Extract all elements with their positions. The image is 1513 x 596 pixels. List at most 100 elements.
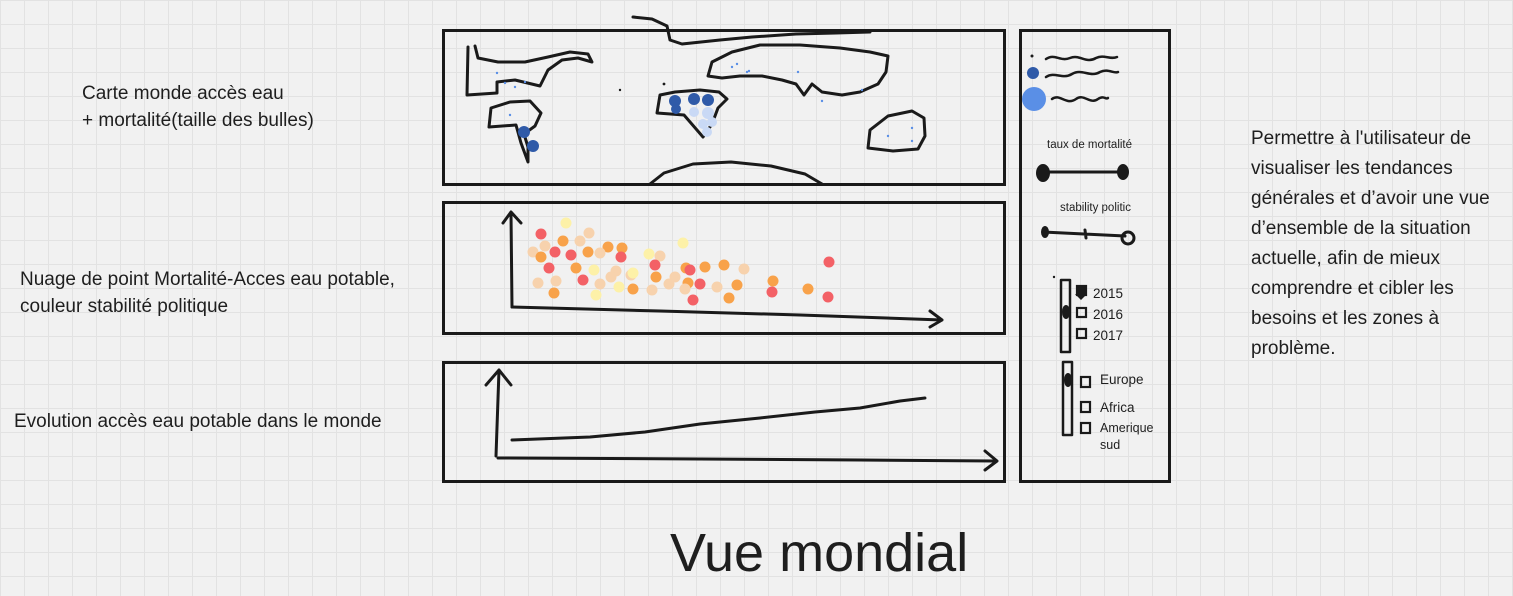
region-europe-label[interactable]: Europe xyxy=(1100,372,1144,387)
scatter-point xyxy=(560,217,572,229)
page-title: Vue mondial xyxy=(670,523,969,583)
map-dot xyxy=(523,80,527,84)
scatter-point xyxy=(582,246,594,258)
map-dot xyxy=(745,70,749,74)
scatter-point xyxy=(679,283,691,295)
year-2016-label[interactable]: 2016 xyxy=(1093,307,1124,322)
evolution-y-axis xyxy=(484,368,513,458)
map-dot xyxy=(735,62,739,66)
map-bubble-light xyxy=(702,107,714,119)
scatter-point xyxy=(594,247,606,259)
year-2017-label[interactable]: 2017 xyxy=(1093,328,1124,343)
map-bubble-light xyxy=(689,107,699,117)
region-slider-track xyxy=(1061,360,1074,437)
legend-squiggle-1 xyxy=(1044,55,1119,62)
scatter-point xyxy=(767,275,779,287)
scatter-point xyxy=(723,292,735,304)
scatter-point xyxy=(711,281,723,293)
map-bubble-dark xyxy=(527,140,539,152)
map-bubble-dark xyxy=(702,94,714,106)
evolution-chart-panel xyxy=(442,361,1006,483)
map-dot xyxy=(860,88,864,92)
map-bubble-light xyxy=(707,117,717,127)
scatter-point xyxy=(527,246,539,258)
note-scatter-description: Nuage de point Mortalité-Acces eau potab… xyxy=(20,269,395,317)
scatter-point xyxy=(802,283,814,295)
scatter-point xyxy=(590,289,602,301)
map-dot xyxy=(513,85,517,89)
scatter-point xyxy=(650,271,662,283)
south-america-outline xyxy=(487,99,543,164)
map-dot xyxy=(730,65,734,69)
map-dot xyxy=(508,113,512,117)
scatter-point xyxy=(594,278,606,290)
africa-checkbox xyxy=(1079,400,1092,414)
scatter-point xyxy=(549,246,561,258)
scatter-point xyxy=(535,251,547,263)
world-map-panel xyxy=(442,29,1006,186)
europe-checkbox xyxy=(1079,375,1092,389)
scatter-point xyxy=(677,237,689,249)
map-bubble-dark xyxy=(688,93,700,105)
scatter-point xyxy=(543,262,555,274)
scatter-point xyxy=(613,281,625,293)
map-bubble-dark xyxy=(669,95,681,107)
year-slider-handle xyxy=(1062,305,1070,319)
scatter-point xyxy=(646,284,658,296)
map-dot xyxy=(503,81,507,85)
note-evolution-description: Evolution accès eau potable dans le mond… xyxy=(14,411,382,432)
note-map-description: Carte monde accès eau + mortalité(taille… xyxy=(82,83,314,131)
stability-slider-track xyxy=(1041,228,1127,240)
evolution-x-axis xyxy=(496,449,999,472)
antarctica-outline xyxy=(648,160,824,186)
arctic-outline xyxy=(631,15,872,46)
scatter-point xyxy=(643,248,655,260)
scatter-point xyxy=(602,241,614,253)
scatter-point xyxy=(822,291,834,303)
scatter-point xyxy=(570,262,582,274)
north-america-outline xyxy=(465,44,594,97)
scatter-point xyxy=(718,259,730,271)
legend-bubble-small xyxy=(1027,67,1039,79)
scatter-point xyxy=(535,228,547,240)
filter-sidebar xyxy=(1019,29,1171,483)
scatter-y-axis xyxy=(501,210,523,309)
scatter-point xyxy=(574,235,586,247)
scatter-point xyxy=(577,274,589,286)
scatter-point xyxy=(649,259,661,271)
scatter-point xyxy=(539,240,551,252)
scatter-point xyxy=(669,271,681,283)
map-dot xyxy=(910,126,914,130)
scatter-point xyxy=(565,249,577,261)
scatter-plot-panel xyxy=(442,201,1006,335)
amerique-sud-checkbox xyxy=(1079,421,1092,435)
region-africa-label[interactable]: Africa xyxy=(1100,400,1135,415)
year-2015-label[interactable]: 2015 xyxy=(1093,286,1124,301)
scatter-point xyxy=(557,235,569,247)
map-dot xyxy=(495,71,499,75)
year-2015-checkbox xyxy=(1075,284,1088,297)
scatter-point xyxy=(694,278,706,290)
legend-squiggle-3 xyxy=(1050,96,1110,103)
scatter-point xyxy=(548,287,560,299)
checked-mark-icon xyxy=(1075,294,1087,300)
oceania-outline xyxy=(866,109,927,153)
map-dot xyxy=(886,134,890,138)
year-2017-checkbox xyxy=(1075,327,1088,340)
scatter-point xyxy=(699,261,711,273)
map-bubbles xyxy=(495,62,914,152)
scatter-point xyxy=(684,264,696,276)
map-dot xyxy=(820,99,824,103)
legend-squiggle-2 xyxy=(1044,69,1120,79)
evolution-trend-line xyxy=(510,396,927,442)
year-2016-checkbox xyxy=(1075,306,1088,319)
region-amerique-sud-label[interactable]: Amerique sud xyxy=(1100,421,1154,452)
scatter-point xyxy=(616,242,628,254)
year-slider-track xyxy=(1059,278,1072,354)
scatter-point xyxy=(627,283,639,295)
scatter-point xyxy=(738,263,750,275)
scatter-point xyxy=(687,294,699,306)
map-dot xyxy=(910,139,914,143)
scatter-x-axis xyxy=(510,305,944,329)
